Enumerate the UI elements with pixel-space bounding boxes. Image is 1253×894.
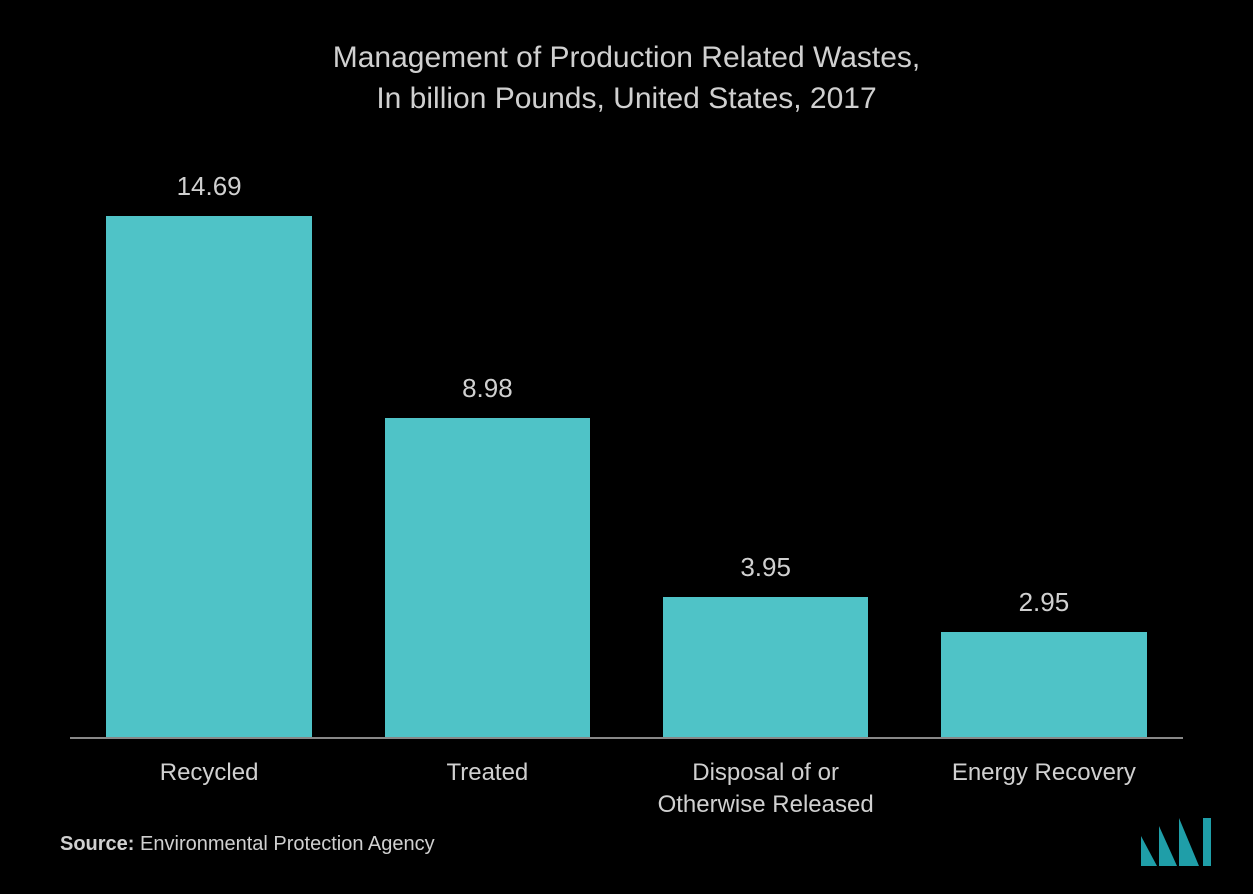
- x-axis-label: Recycled: [87, 757, 332, 822]
- bar: [941, 632, 1147, 737]
- chart-title: Management of Production Related Wastes,…: [50, 38, 1203, 119]
- chart-title-line2: In billion Pounds, United States, 2017: [376, 82, 876, 115]
- bar: [106, 216, 312, 737]
- mi-logo-icon: [1141, 818, 1211, 866]
- source-attribution: Source: Environmental Protection Agency: [60, 833, 435, 856]
- source-label: Source:: [60, 833, 134, 855]
- bar-group: 14.69: [87, 171, 332, 737]
- bar-group: 2.95: [921, 587, 1166, 737]
- bar-value-label: 3.95: [740, 552, 791, 583]
- bar: [663, 597, 869, 737]
- source-text: Environmental Protection Agency: [140, 833, 435, 855]
- bar-value-label: 14.69: [177, 171, 242, 202]
- bar-value-label: 2.95: [1019, 587, 1070, 618]
- x-axis-labels: Recycled Treated Disposal of or Otherwis…: [70, 757, 1183, 822]
- x-axis-label: Treated: [365, 757, 610, 822]
- bar-value-label: 8.98: [462, 373, 513, 404]
- x-axis-label: Energy Recovery: [921, 757, 1166, 822]
- bar: [385, 418, 591, 737]
- bar-group: 8.98: [365, 373, 610, 737]
- chart-container: Management of Production Related Wastes,…: [0, 0, 1253, 894]
- bar-group: 3.95: [643, 552, 888, 737]
- chart-title-line1: Management of Production Related Wastes,: [333, 41, 921, 74]
- x-axis-label: Disposal of or Otherwise Released: [643, 757, 888, 822]
- plot-area: 14.69 8.98 3.95 2.95: [70, 139, 1183, 739]
